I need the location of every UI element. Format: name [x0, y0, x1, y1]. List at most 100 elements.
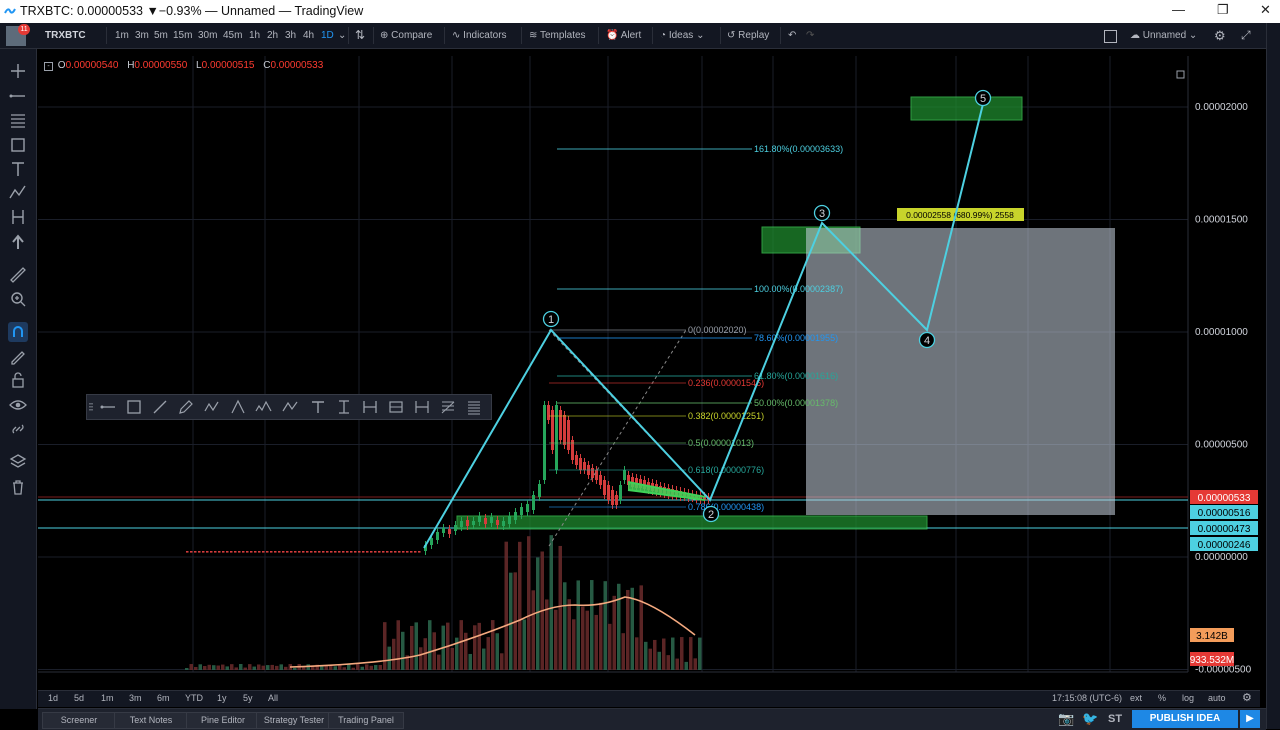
- price-axis-label: 0.00002000: [1195, 102, 1248, 113]
- range-6m[interactable]: 6m: [157, 693, 170, 703]
- fib-tool-icon[interactable]: [8, 110, 28, 130]
- volume-bar: [459, 620, 463, 670]
- price-range-icon[interactable]: [387, 398, 405, 416]
- zoom-in-icon[interactable]: [8, 289, 28, 309]
- interval-15m[interactable]: 15m: [173, 30, 193, 41]
- interval-2h[interactable]: 2h: [267, 30, 279, 41]
- range-1d[interactable]: 1d: [48, 693, 59, 703]
- pencil-lock-icon[interactable]: [8, 346, 28, 366]
- text-icon[interactable]: [309, 398, 327, 416]
- trendline-icon[interactable]: [8, 86, 28, 106]
- scale-auto[interactable]: auto: [1208, 693, 1226, 703]
- camera-icon[interactable]: 📷: [1058, 711, 1075, 726]
- range-1m[interactable]: 1m: [101, 693, 114, 703]
- layout-name[interactable]: ☁ Unnamed ⌄: [1130, 30, 1198, 41]
- candle: [703, 496, 706, 500]
- magnet-icon[interactable]: [8, 322, 28, 342]
- maximize-button[interactable]: ❐: [1217, 2, 1229, 17]
- scale-ext[interactable]: ext: [1130, 693, 1143, 703]
- abcd-pattern-icon[interactable]: [203, 398, 221, 416]
- tab-screener[interactable]: Screener: [42, 712, 116, 729]
- chart-settings-icon[interactable]: ⚙: [1242, 692, 1252, 704]
- interval-30m[interactable]: 30m: [198, 30, 218, 41]
- range-3m[interactable]: 3m: [129, 693, 142, 703]
- interval-dropdown-icon[interactable]: ⌄: [338, 30, 347, 41]
- tab-strategy-tester[interactable]: Strategy Tester: [256, 712, 332, 729]
- compare-button[interactable]: ⊕ Compare: [380, 23, 432, 48]
- indicators-button[interactable]: ∿ Indicators: [452, 23, 507, 48]
- publish-idea-button[interactable]: PUBLISH IDEA: [1132, 710, 1238, 728]
- range-1y[interactable]: 1y: [217, 693, 227, 703]
- link-icon[interactable]: [8, 419, 28, 439]
- ohlc-close-label: C: [263, 60, 271, 71]
- replay-button[interactable]: ↺ Replay: [727, 23, 769, 48]
- compare-label: Compare: [391, 30, 433, 41]
- measure-icon[interactable]: [413, 398, 431, 416]
- volume-bar: [369, 665, 373, 670]
- candle: [490, 517, 493, 523]
- play-icon[interactable]: ▶: [1240, 710, 1260, 728]
- layers-icon[interactable]: [8, 452, 28, 472]
- forecast-tool-icon[interactable]: [8, 207, 28, 227]
- interval-4h[interactable]: 4h: [303, 30, 315, 41]
- interval-45m[interactable]: 45m: [223, 30, 243, 41]
- close-button[interactable]: ✕: [1260, 2, 1271, 17]
- minimize-button[interactable]: —: [1172, 2, 1185, 17]
- measure-label-bg: [897, 208, 1024, 221]
- elliott-abc-icon[interactable]: [281, 398, 299, 416]
- rectangle-tool-icon[interactable]: [8, 135, 28, 155]
- scale-percent[interactable]: %: [1158, 693, 1167, 703]
- pattern-tool-icon[interactable]: [8, 183, 28, 203]
- range-all[interactable]: All: [268, 693, 279, 703]
- text-tool-icon[interactable]: [8, 159, 28, 179]
- range-ytd[interactable]: YTD: [185, 693, 203, 703]
- templates-button[interactable]: ≋ Templates: [529, 23, 586, 48]
- trendline-icon[interactable]: [151, 398, 169, 416]
- gear-icon[interactable]: ⚙: [1214, 28, 1226, 43]
- candles-icon[interactable]: ⇅: [355, 28, 366, 42]
- interval-1h[interactable]: 1h: [249, 30, 261, 41]
- tab-text-notes[interactable]: Text Notes: [114, 712, 188, 729]
- crosshair-icon[interactable]: [8, 61, 28, 81]
- volume-bar: [374, 664, 378, 670]
- volume-bar: [315, 664, 319, 670]
- rectangle-icon[interactable]: [125, 398, 143, 416]
- range-5d[interactable]: 5d: [74, 693, 85, 703]
- price-chart[interactable]: 0.000040000.000035000.000030000.00002500…: [38, 56, 1260, 676]
- range-5y[interactable]: 5y: [243, 693, 253, 703]
- fib-retracement-icon[interactable]: [439, 398, 457, 416]
- fib-extension-icon[interactable]: [465, 398, 483, 416]
- tab-trading-panel[interactable]: Trading Panel: [328, 712, 404, 729]
- symbol-search[interactable]: TRXBTC: [45, 30, 86, 41]
- elliott-wave-icon[interactable]: [255, 398, 273, 416]
- date-range-icon[interactable]: [361, 398, 379, 416]
- scale-log[interactable]: log: [1182, 693, 1195, 703]
- price-tag-label: 0.00000516: [1198, 508, 1251, 519]
- redo-icon[interactable]: ↷: [806, 30, 815, 41]
- stocktwits-icon[interactable]: ST: [1108, 713, 1123, 725]
- collapse-legend-icon[interactable]: -: [44, 62, 53, 71]
- alert-button[interactable]: ⏰ Alert: [606, 23, 641, 48]
- interval-1m[interactable]: 1m: [115, 30, 129, 41]
- vertical-range-icon[interactable]: [335, 398, 353, 416]
- horizontal-ray-icon[interactable]: [99, 398, 117, 416]
- tab-pine-editor[interactable]: Pine Editor: [186, 712, 260, 729]
- brush-icon[interactable]: [177, 398, 195, 416]
- triangle-pattern-icon[interactable]: [229, 398, 247, 416]
- arrow-up-icon[interactable]: [8, 232, 28, 252]
- lock-icon[interactable]: [8, 370, 28, 390]
- layout-square-icon[interactable]: [1104, 30, 1117, 43]
- interval-1d[interactable]: 1D: [321, 30, 334, 41]
- interval-3h[interactable]: 3h: [285, 30, 297, 41]
- twitter-icon[interactable]: 🐦: [1082, 711, 1099, 726]
- trash-icon[interactable]: [8, 477, 28, 497]
- clock: 17:15:08 (UTC-6): [1052, 693, 1123, 703]
- eye-icon[interactable]: [8, 395, 28, 415]
- fullscreen-icon[interactable]: ⤢: [1241, 28, 1251, 42]
- undo-icon[interactable]: ↶: [788, 30, 797, 41]
- drag-handle-icon[interactable]: [87, 398, 95, 416]
- interval-5m[interactable]: 5m: [154, 30, 168, 41]
- ideas-button[interactable]: ◔ Ideas ⌄: [660, 30, 705, 41]
- interval-3m[interactable]: 3m: [135, 30, 149, 41]
- ruler-icon[interactable]: [8, 265, 28, 285]
